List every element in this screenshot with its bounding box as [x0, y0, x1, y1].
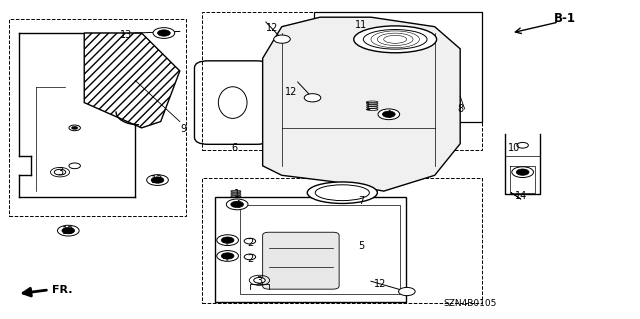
- Circle shape: [516, 169, 529, 175]
- Text: 12: 12: [374, 279, 387, 289]
- Circle shape: [221, 253, 234, 259]
- Text: 5: 5: [358, 241, 365, 251]
- Circle shape: [147, 175, 168, 185]
- Text: 7: 7: [358, 196, 365, 206]
- Text: FR.: FR.: [52, 285, 73, 295]
- Text: 3: 3: [257, 276, 262, 286]
- Circle shape: [517, 142, 529, 148]
- FancyBboxPatch shape: [262, 232, 339, 289]
- Text: 13: 13: [62, 226, 74, 236]
- Text: 6: 6: [231, 144, 237, 153]
- Circle shape: [217, 235, 239, 246]
- Text: B-1: B-1: [554, 12, 577, 25]
- Circle shape: [253, 278, 265, 283]
- Circle shape: [157, 30, 170, 36]
- Circle shape: [153, 28, 175, 38]
- Circle shape: [378, 109, 399, 120]
- Circle shape: [304, 94, 321, 102]
- Ellipse shape: [354, 26, 436, 53]
- Text: 9: 9: [180, 124, 186, 135]
- Text: 4: 4: [223, 253, 228, 263]
- Circle shape: [58, 225, 79, 236]
- Circle shape: [69, 163, 81, 169]
- Circle shape: [217, 250, 239, 261]
- Text: 4: 4: [223, 237, 228, 247]
- Circle shape: [244, 254, 255, 260]
- Circle shape: [221, 237, 234, 243]
- Circle shape: [231, 201, 244, 208]
- Text: 1: 1: [365, 102, 371, 112]
- Text: 13: 13: [152, 175, 164, 185]
- Text: 4: 4: [386, 110, 392, 120]
- Circle shape: [383, 111, 395, 117]
- Text: 11: 11: [355, 20, 367, 30]
- Text: SZN4B0105: SZN4B0105: [443, 299, 497, 308]
- Text: 13: 13: [120, 30, 132, 40]
- Polygon shape: [84, 33, 180, 128]
- Circle shape: [244, 238, 255, 244]
- Circle shape: [274, 35, 291, 43]
- Polygon shape: [262, 17, 460, 191]
- Text: 2: 2: [247, 238, 253, 248]
- Text: 2: 2: [247, 254, 253, 264]
- Circle shape: [69, 125, 81, 131]
- Circle shape: [512, 167, 534, 178]
- Circle shape: [151, 177, 164, 183]
- Circle shape: [227, 199, 248, 210]
- Text: 12: 12: [285, 86, 298, 97]
- Circle shape: [399, 287, 415, 296]
- Text: 4: 4: [234, 200, 240, 210]
- Ellipse shape: [307, 182, 378, 204]
- Text: 3: 3: [57, 167, 63, 177]
- Text: 8: 8: [457, 104, 463, 114]
- Circle shape: [54, 169, 66, 175]
- Text: 1: 1: [234, 189, 240, 199]
- Text: 12: 12: [266, 23, 278, 33]
- Circle shape: [72, 126, 78, 130]
- Circle shape: [62, 227, 75, 234]
- Text: 10: 10: [508, 144, 520, 153]
- Text: 14: 14: [515, 191, 527, 201]
